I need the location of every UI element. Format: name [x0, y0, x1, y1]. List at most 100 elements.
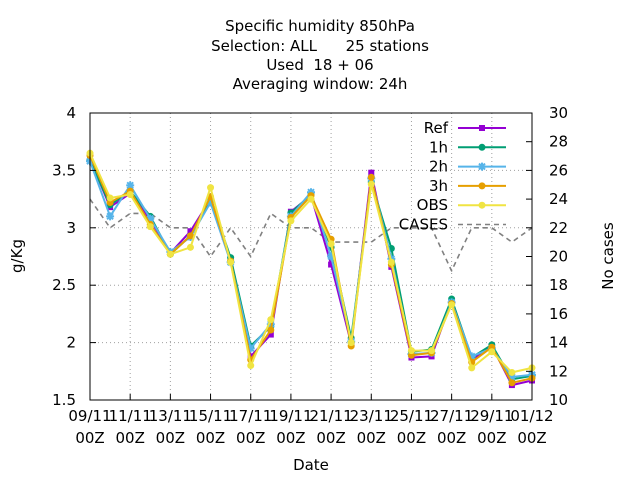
data-point — [307, 195, 315, 203]
y2-axis-label: No cases — [599, 222, 617, 290]
title-line-3: Used 18 + 06 — [266, 56, 374, 74]
y2-tick-label: 30 — [549, 104, 568, 122]
legend-label: Ref — [424, 119, 449, 137]
data-point — [327, 252, 336, 261]
legend-item-ref: Ref — [424, 119, 506, 137]
data-point — [488, 348, 496, 356]
series-layer — [86, 149, 536, 389]
data-point — [367, 173, 375, 181]
data-point — [407, 347, 415, 355]
data-point — [146, 223, 154, 231]
x-tick-label-date: 01/12 — [510, 407, 553, 425]
data-point — [507, 373, 516, 382]
x-tick-label-date: 19/11 — [269, 407, 312, 425]
series-cases — [89, 198, 533, 272]
y2-tick-label: 10 — [549, 391, 568, 409]
data-point — [368, 169, 375, 176]
x-tick-label-time: 00Z — [397, 429, 426, 447]
x-tick-label-date: 09/11 — [68, 407, 111, 425]
data-point — [428, 347, 436, 355]
data-point — [207, 184, 215, 192]
x-tick-label-time: 00Z — [357, 429, 386, 447]
y2-tick-label: 20 — [549, 248, 568, 266]
data-point — [448, 301, 456, 309]
series-line-cases — [89, 198, 533, 272]
legend-item-obs: OBS — [417, 196, 506, 214]
y2-tick-label: 28 — [549, 133, 568, 151]
x-tick-label-date: 11/11 — [109, 407, 152, 425]
y-tick-label: 3.5 — [52, 161, 76, 179]
data-point — [267, 316, 275, 324]
legend-label: 1h — [429, 138, 448, 156]
y2-tick-label: 12 — [549, 362, 568, 380]
y-tick-label: 1.5 — [52, 391, 76, 409]
legend-label: OBS — [417, 196, 448, 214]
y-tick-label: 2 — [66, 334, 76, 352]
data-point — [467, 352, 476, 361]
data-point — [387, 258, 395, 266]
data-point — [187, 228, 194, 235]
x-tick-label-date: 25/11 — [390, 407, 433, 425]
y-tick-label: 3 — [66, 219, 76, 237]
y-axis-label: g/Kg — [8, 239, 26, 273]
data-point — [247, 362, 255, 370]
data-point — [508, 379, 516, 387]
title-line-4: Averaging window: 24h — [232, 75, 408, 93]
grid-lines — [89, 112, 533, 401]
y2-tick-label: 26 — [549, 161, 568, 179]
data-point — [468, 364, 476, 372]
data-point — [206, 198, 215, 207]
data-point — [267, 326, 275, 334]
x-tick-label-date: 15/11 — [189, 407, 232, 425]
x-tick-label-date: 13/11 — [149, 407, 192, 425]
x-tick-label-time: 00Z — [236, 429, 265, 447]
title-line-2: Selection: ALL 25 stations — [211, 37, 429, 55]
axis-ticks: 1.522.533.54101214161820222426283009/110… — [52, 104, 568, 447]
legend-label: CASES — [399, 216, 448, 234]
y2-tick-label: 22 — [549, 219, 568, 237]
data-point — [186, 243, 194, 251]
legend-label: 2h — [429, 158, 448, 176]
data-point — [327, 240, 335, 248]
x-tick-label-date: 17/11 — [229, 407, 272, 425]
y-tick-label: 4 — [66, 104, 76, 122]
legend-marker — [479, 125, 485, 131]
x-tick-label-time: 00Z — [477, 429, 506, 447]
legend-marker — [478, 201, 486, 209]
x-tick-label-time: 00Z — [196, 429, 225, 447]
data-point — [367, 180, 375, 188]
data-point — [508, 368, 516, 376]
data-point — [328, 261, 335, 268]
x-tick-label-date: 23/11 — [350, 407, 393, 425]
data-point — [146, 214, 155, 223]
data-point — [246, 344, 255, 353]
x-axis-label: Date — [293, 456, 329, 474]
x-tick-label-time: 00Z — [437, 429, 466, 447]
x-tick-label-date: 27/11 — [430, 407, 473, 425]
x-tick-label-time: 00Z — [115, 429, 144, 447]
data-point — [347, 339, 355, 347]
data-point — [227, 258, 235, 266]
x-tick-label-time: 00Z — [316, 429, 345, 447]
y-tick-label: 2.5 — [52, 276, 76, 294]
x-tick-label-time: 00Z — [517, 429, 546, 447]
y2-tick-label: 16 — [549, 305, 568, 323]
legend-marker — [478, 182, 486, 190]
data-point — [126, 191, 134, 199]
legend-marker — [478, 143, 486, 151]
y2-tick-label: 14 — [549, 334, 568, 352]
legend-item-2h: 2h — [429, 158, 506, 176]
data-point — [126, 181, 135, 190]
data-point — [166, 250, 174, 258]
x-tick-label-date: 21/11 — [309, 407, 352, 425]
legend-item-3h: 3h — [429, 177, 506, 195]
x-tick-label-time: 00Z — [75, 429, 104, 447]
x-tick-label-date: 29/11 — [470, 407, 513, 425]
series-obs — [86, 149, 536, 376]
legend-item-cases: CASES — [399, 216, 506, 234]
y2-tick-label: 24 — [549, 190, 568, 208]
data-point — [106, 194, 114, 202]
legend-label: 3h — [429, 177, 448, 195]
